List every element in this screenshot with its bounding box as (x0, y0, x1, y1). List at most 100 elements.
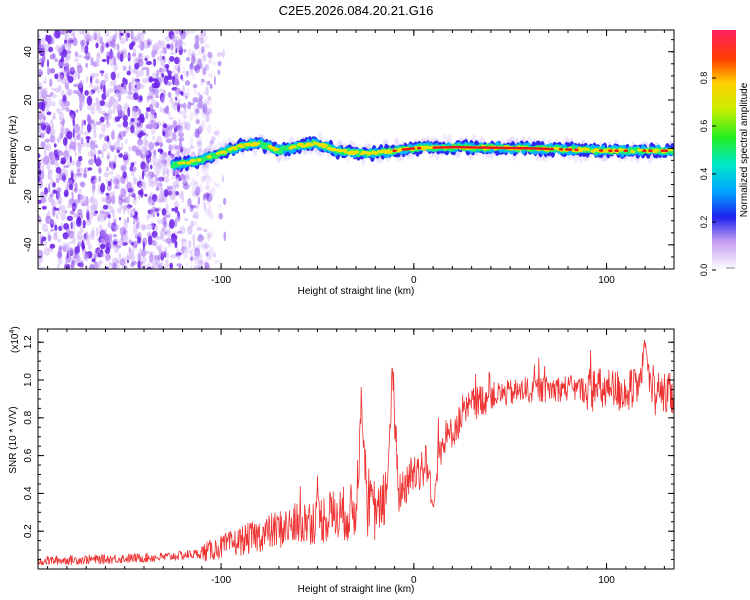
noise-blob (159, 53, 163, 62)
noise-blob (111, 130, 115, 140)
noise-blob (97, 216, 101, 222)
noise-blob (135, 71, 140, 79)
noise-blob (151, 44, 157, 53)
noise-blob (204, 243, 210, 249)
noise-blob (72, 37, 78, 47)
noise-blob (185, 96, 188, 100)
noise-blob (75, 127, 78, 136)
noise-blob (41, 90, 48, 99)
noise-blob (60, 30, 66, 35)
noise-blob (90, 210, 94, 220)
noise-blob (191, 247, 197, 252)
noise-blob (162, 55, 165, 60)
noise-blob (41, 223, 48, 232)
noise-blob (103, 215, 107, 220)
noise-blob (175, 216, 182, 221)
snr-ytick-label: 1.2 (23, 335, 34, 349)
noise-blob (132, 240, 138, 248)
noise-blob (95, 97, 98, 102)
noise-blob (113, 218, 117, 227)
signal-halo (161, 162, 167, 175)
noise-blob (89, 197, 93, 204)
noise-blob (140, 260, 143, 265)
noise-blob (198, 94, 203, 101)
noise-blob (158, 196, 165, 203)
noise-blob (105, 192, 110, 196)
noise-blob (183, 114, 189, 119)
noise-blob (68, 230, 75, 239)
spectrogram-ylabel: Frequency (Hz) (8, 116, 19, 185)
noise-blob (90, 89, 96, 95)
noise-blob (184, 105, 189, 113)
noise-blob (132, 105, 139, 113)
noise-blob (156, 69, 159, 80)
signal-halo (151, 154, 157, 163)
noise-blob (57, 84, 62, 91)
noise-blob (64, 39, 68, 45)
noise-blob (175, 87, 182, 95)
noise-blob (155, 101, 160, 109)
noise-blob (137, 220, 141, 225)
noise-blob (110, 81, 113, 87)
noise-blob (137, 236, 141, 244)
noise-blob (162, 89, 166, 99)
noise-blob (176, 122, 183, 132)
noise-blob (194, 41, 200, 50)
noise-blob (130, 162, 135, 168)
signal-core-mark (515, 146, 521, 150)
noise-blob (175, 96, 178, 101)
noise-blob (57, 78, 60, 83)
noise-blob (153, 112, 157, 119)
noise-blob (208, 195, 212, 201)
noise-blob (175, 30, 179, 36)
noise-blob (190, 102, 195, 106)
noise-blob (71, 259, 75, 269)
noise-blob (65, 254, 72, 264)
noise-blob (126, 95, 132, 100)
noise-blob (194, 64, 201, 74)
noise-blob (113, 240, 118, 246)
noise-blob (78, 155, 83, 162)
noise-blob (205, 182, 210, 191)
noise-blob (185, 204, 189, 209)
noise-blob (181, 173, 184, 177)
noise-blob (135, 149, 142, 156)
noise-blob (67, 160, 71, 168)
noise-blob (139, 130, 145, 135)
noise-blob (158, 247, 162, 256)
noise-blob (62, 118, 65, 127)
signal-core-mark (528, 147, 533, 150)
noise-blob (62, 173, 66, 182)
noise-blob (201, 46, 205, 54)
noise-blob (102, 204, 109, 210)
noise-blob (178, 103, 184, 108)
noise-blob (43, 115, 46, 121)
noise-blob (54, 58, 59, 63)
noise-blob (189, 204, 194, 213)
noise-blob (113, 98, 119, 109)
noise-blob (207, 206, 213, 216)
noise-blob (154, 141, 160, 146)
noise-blob (127, 106, 131, 117)
noise-blob (64, 80, 68, 89)
noise-blob (142, 129, 146, 134)
noise-blob (112, 56, 117, 66)
noise-blob (184, 120, 187, 130)
snr-ytick-label: 0.6 (23, 448, 34, 462)
spectrogram-ytick-label: -20 (23, 189, 34, 204)
noise-blob (149, 253, 154, 264)
noise-blob (109, 96, 116, 105)
noise-blob (119, 37, 126, 45)
noise-blob (203, 33, 208, 41)
noise-blob (162, 47, 167, 55)
noise-blob (91, 182, 96, 192)
noise-blob (202, 103, 208, 114)
noise-blob (138, 184, 142, 189)
noise-blob (174, 145, 181, 150)
noise-blob (169, 219, 175, 229)
snr-ytick-label: 0.4 (23, 486, 34, 500)
noise-blob (101, 93, 107, 101)
noise-blob (190, 52, 197, 62)
noise-blob (157, 219, 163, 224)
noise-blob (193, 59, 198, 65)
